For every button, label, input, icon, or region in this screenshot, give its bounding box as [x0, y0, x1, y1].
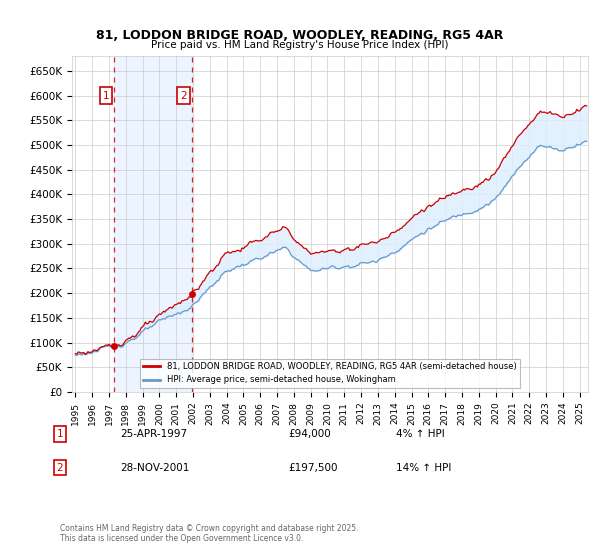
Text: £94,000: £94,000: [288, 429, 331, 439]
Text: 4% ↑ HPI: 4% ↑ HPI: [396, 429, 445, 439]
Text: 25-APR-1997: 25-APR-1997: [120, 429, 187, 439]
Text: 14% ↑ HPI: 14% ↑ HPI: [396, 463, 451, 473]
Text: 1: 1: [56, 429, 64, 439]
Legend: 81, LODDON BRIDGE ROAD, WOODLEY, READING, RG5 4AR (semi-detached house), HPI: Av: 81, LODDON BRIDGE ROAD, WOODLEY, READING…: [140, 359, 520, 388]
Text: 28-NOV-2001: 28-NOV-2001: [120, 463, 190, 473]
Text: 2: 2: [180, 91, 187, 101]
Text: 1: 1: [103, 91, 109, 101]
Text: 81, LODDON BRIDGE ROAD, WOODLEY, READING, RG5 4AR: 81, LODDON BRIDGE ROAD, WOODLEY, READING…: [97, 29, 503, 42]
Text: £197,500: £197,500: [288, 463, 337, 473]
Bar: [115, 56, 191, 392]
Text: Price paid vs. HM Land Registry's House Price Index (HPI): Price paid vs. HM Land Registry's House …: [151, 40, 449, 50]
Text: 2: 2: [56, 463, 64, 473]
Text: Contains HM Land Registry data © Crown copyright and database right 2025.
This d: Contains HM Land Registry data © Crown c…: [60, 524, 359, 543]
